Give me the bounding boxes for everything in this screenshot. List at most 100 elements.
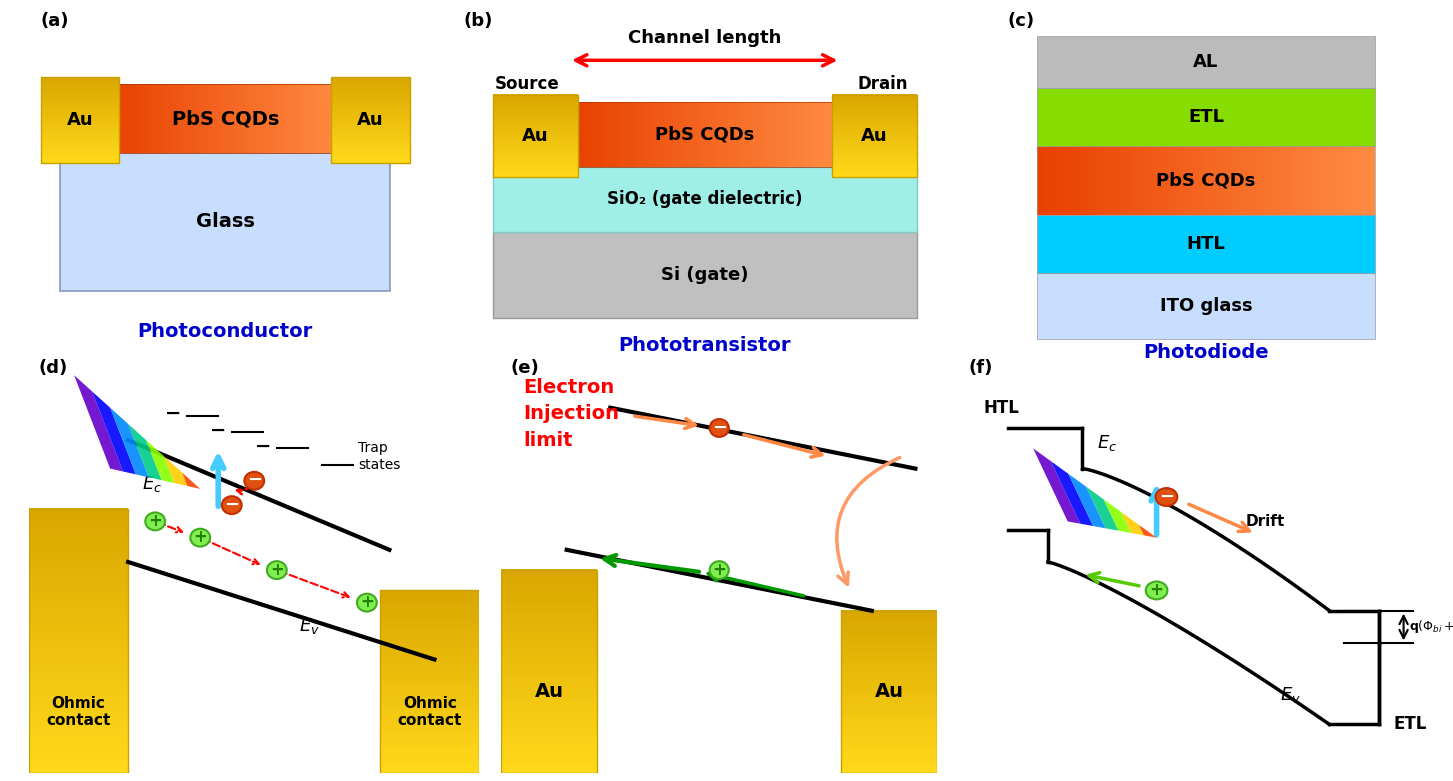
Bar bbox=[231, 84, 235, 153]
Bar bbox=[340, 84, 344, 153]
Bar bbox=[841, 694, 937, 697]
Bar bbox=[841, 715, 937, 719]
Bar bbox=[793, 102, 798, 167]
Bar bbox=[331, 90, 410, 92]
Bar bbox=[1177, 146, 1181, 215]
Bar bbox=[493, 149, 577, 151]
Bar bbox=[493, 138, 577, 140]
Bar bbox=[41, 87, 119, 89]
Bar bbox=[493, 150, 577, 152]
Bar bbox=[240, 84, 244, 153]
Bar bbox=[381, 672, 479, 676]
Bar bbox=[493, 104, 577, 105]
Bar bbox=[29, 719, 128, 725]
Bar bbox=[1168, 146, 1173, 215]
Bar bbox=[225, 84, 230, 153]
Bar bbox=[131, 84, 135, 153]
Bar bbox=[493, 171, 577, 173]
Bar bbox=[41, 78, 119, 80]
Bar bbox=[493, 101, 577, 103]
Bar bbox=[493, 164, 577, 166]
Bar bbox=[269, 84, 273, 153]
Bar bbox=[29, 667, 128, 672]
Bar bbox=[41, 144, 119, 146]
Bar bbox=[381, 733, 479, 736]
Bar bbox=[29, 706, 128, 711]
Bar bbox=[501, 658, 597, 662]
Bar bbox=[41, 112, 119, 115]
Bar bbox=[381, 604, 479, 608]
Polygon shape bbox=[128, 424, 161, 480]
Bar bbox=[1058, 146, 1064, 215]
Bar bbox=[29, 671, 128, 676]
Bar bbox=[1354, 146, 1359, 215]
Bar bbox=[331, 94, 410, 96]
Bar bbox=[331, 78, 410, 80]
Bar bbox=[1037, 87, 1375, 146]
Bar bbox=[1189, 146, 1194, 215]
Bar bbox=[1319, 146, 1325, 215]
Bar bbox=[501, 570, 597, 773]
Bar bbox=[806, 102, 811, 167]
Bar bbox=[493, 119, 577, 121]
Bar bbox=[108, 84, 343, 153]
Bar bbox=[493, 139, 577, 141]
Bar bbox=[831, 99, 917, 102]
Bar bbox=[331, 144, 410, 146]
Bar bbox=[1037, 215, 1375, 273]
Bar bbox=[29, 636, 128, 641]
Text: Au: Au bbox=[875, 683, 904, 701]
Bar bbox=[789, 102, 793, 167]
Bar bbox=[831, 173, 917, 176]
Bar bbox=[29, 587, 128, 593]
Bar bbox=[331, 116, 410, 118]
Bar bbox=[299, 84, 302, 153]
Bar bbox=[644, 102, 648, 167]
Bar bbox=[493, 106, 577, 109]
Bar bbox=[29, 684, 128, 690]
Bar bbox=[634, 102, 638, 167]
Bar bbox=[831, 110, 917, 112]
Bar bbox=[331, 77, 410, 163]
Bar bbox=[831, 123, 917, 125]
Bar bbox=[248, 84, 253, 153]
Bar bbox=[501, 688, 597, 692]
Bar bbox=[841, 623, 937, 627]
Bar bbox=[331, 131, 410, 134]
Bar bbox=[41, 92, 119, 95]
Bar bbox=[381, 718, 479, 722]
Bar bbox=[243, 84, 247, 153]
Bar bbox=[600, 102, 604, 167]
Bar bbox=[841, 724, 937, 727]
Text: Source: Source bbox=[494, 75, 559, 94]
Text: PbS CQDs: PbS CQDs bbox=[171, 109, 279, 128]
Bar bbox=[216, 84, 219, 153]
Bar bbox=[29, 574, 128, 580]
Bar bbox=[501, 580, 597, 583]
Bar bbox=[381, 620, 479, 624]
Bar bbox=[501, 691, 597, 695]
Bar bbox=[831, 138, 917, 140]
Bar bbox=[331, 150, 410, 152]
Bar bbox=[1097, 146, 1101, 215]
Bar bbox=[381, 629, 479, 633]
Bar bbox=[501, 704, 597, 709]
Bar bbox=[187, 84, 190, 153]
Bar bbox=[266, 84, 270, 153]
Bar bbox=[718, 102, 722, 167]
Bar bbox=[493, 232, 917, 318]
Bar bbox=[211, 84, 214, 153]
Bar bbox=[501, 668, 597, 672]
Bar bbox=[381, 739, 479, 743]
Bar bbox=[29, 557, 128, 562]
Bar bbox=[493, 123, 577, 125]
Bar bbox=[745, 102, 750, 167]
Bar bbox=[1215, 146, 1219, 215]
Bar bbox=[325, 84, 328, 153]
Bar bbox=[841, 769, 937, 773]
Bar bbox=[29, 658, 128, 663]
Bar bbox=[831, 159, 917, 161]
Text: Injection: Injection bbox=[523, 405, 619, 423]
Bar bbox=[41, 84, 119, 86]
Circle shape bbox=[267, 562, 286, 579]
